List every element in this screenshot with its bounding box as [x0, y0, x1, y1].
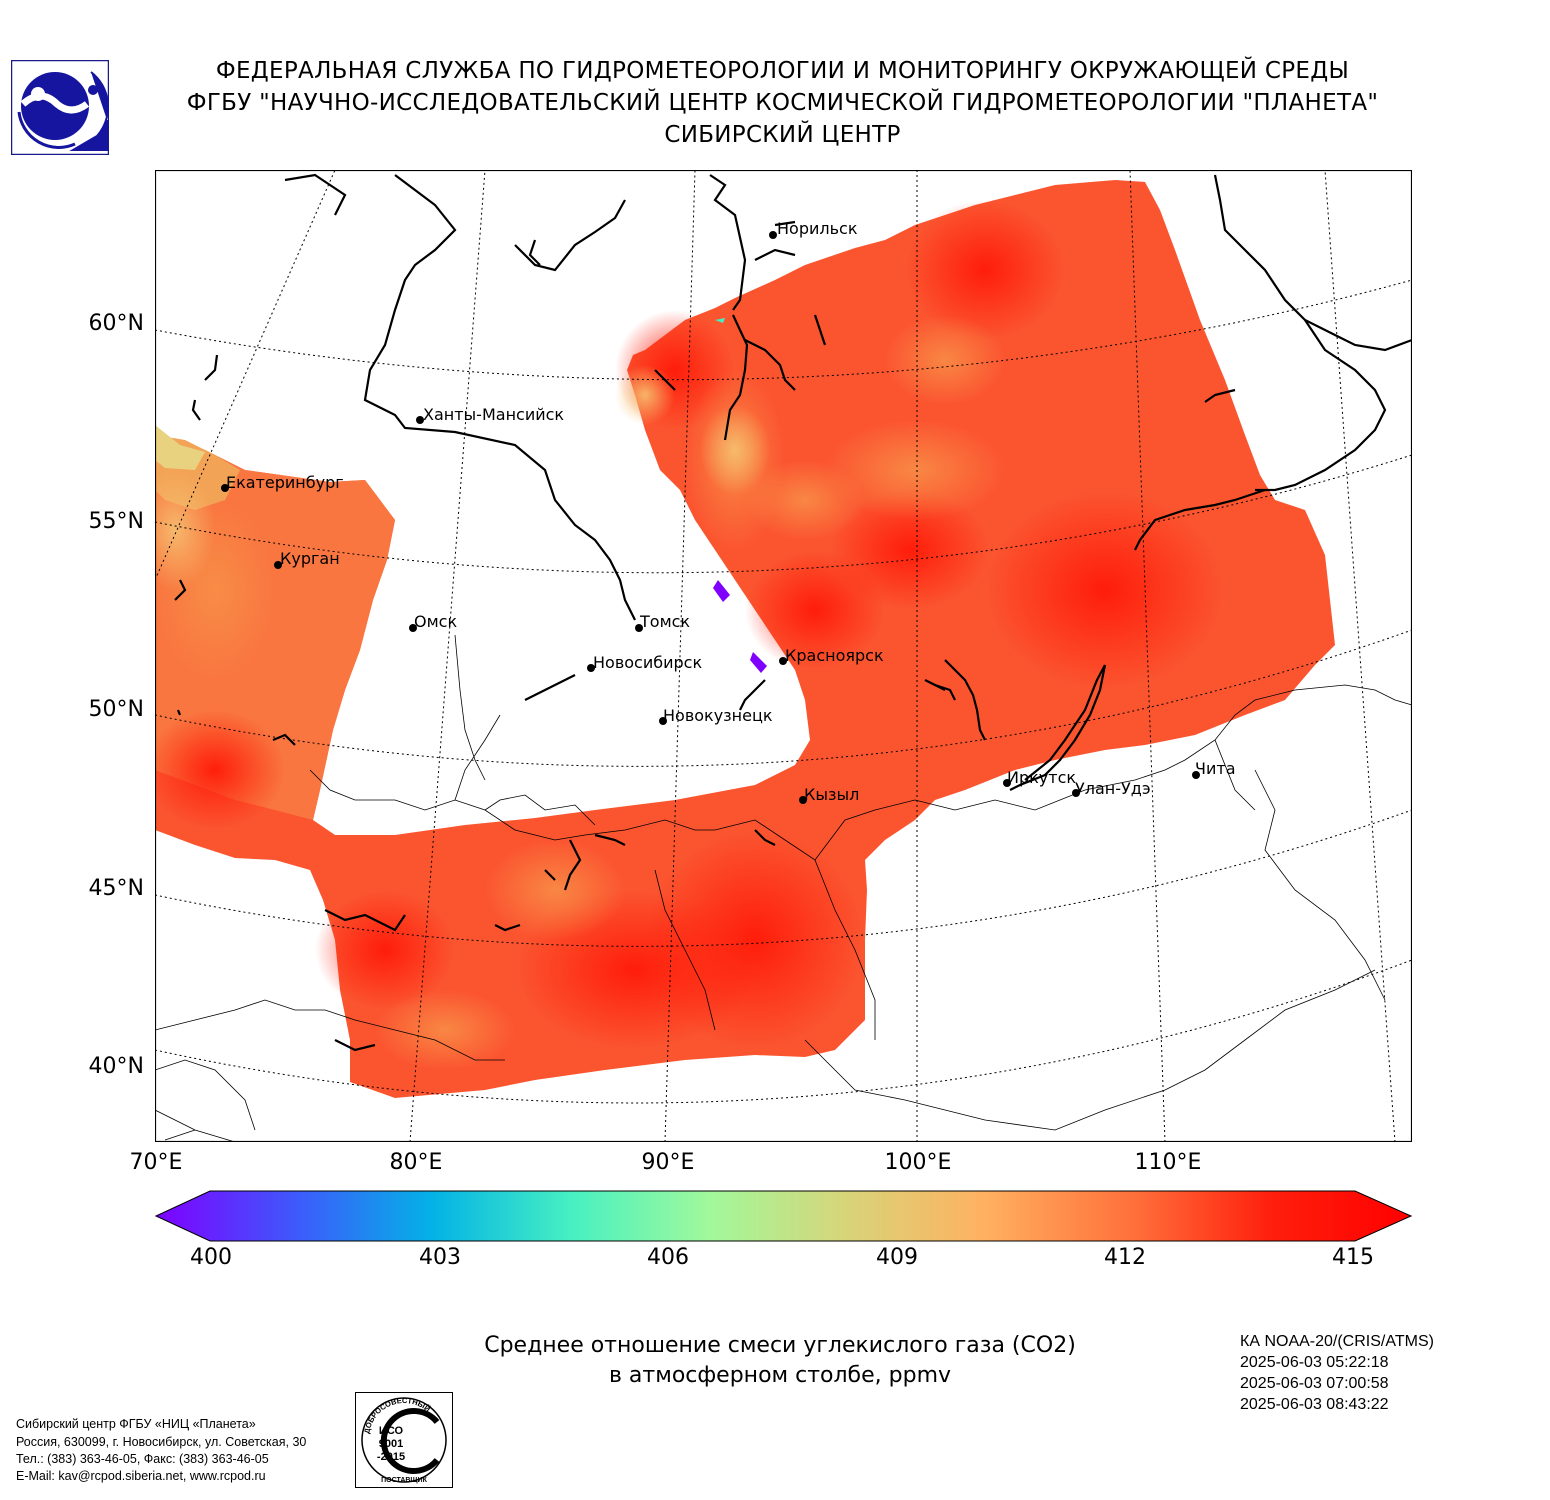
svg-text:Красноярск: Красноярск — [785, 646, 884, 665]
lat-label-40: 40°N — [88, 1054, 144, 1079]
rivers-and-coastlines — [174, 173, 1412, 1052]
footer-phone: Тел.: (383) 363-46-05, Факс: (383) 363-4… — [16, 1452, 269, 1466]
header-line-1: ФЕДЕРАЛЬНАЯ СЛУЖБА ПО ГИДРОМЕТЕОРОЛОГИИ … — [215, 58, 1350, 84]
svg-text:Улан-Удэ: Улан-Удэ — [1075, 779, 1151, 798]
svg-text:Новосибирск: Новосибирск — [593, 653, 702, 672]
lat-label-50: 50°N — [88, 697, 144, 722]
svg-text:Ханты-Мансийск: Ханты-Мансийск — [423, 405, 564, 424]
planeta-logo — [10, 59, 110, 156]
cities: Норильск Ханты-Мансийск Екатеринбург Кур… — [221, 219, 1236, 804]
colorbar-tick-412: 412 — [1104, 1245, 1146, 1270]
lon-label-110: 110°E — [1134, 1150, 1202, 1175]
city-omsk: Омск — [409, 612, 457, 632]
city-irkutsk: Иркутск — [1003, 768, 1076, 787]
colorbar-tick-403: 403 — [419, 1245, 461, 1270]
svg-text:ПОСТАВЩИК: ПОСТАВЩИК — [381, 1477, 427, 1484]
country-borders — [155, 634, 1412, 1142]
header-line-2: ФГБУ "НАУЧНО-ИССЛЕДОВАТЕЛЬСКИЙ ЦЕНТР КОС… — [186, 90, 1379, 116]
city-chita: Чита — [1192, 759, 1236, 779]
svg-text:Томск: Томск — [639, 612, 690, 631]
satellite-name: КА NOAA-20/(CRIS/ATMS) — [1240, 1333, 1434, 1350]
city-norilsk: Норильск — [769, 219, 858, 239]
lon-label-100: 100°E — [884, 1150, 952, 1175]
city-kyzyl: Кызыл — [799, 785, 859, 804]
city-khanty-mansiysk: Ханты-Мансийск — [416, 405, 564, 424]
pass-time-2: 2025-06-03 07:00:58 — [1240, 1375, 1389, 1392]
city-tomsk: Томск — [635, 612, 690, 632]
svg-text:Омск: Омск — [414, 612, 457, 631]
city-krasnoyarsk: Красноярск — [779, 646, 884, 665]
footer-email: E-Mail: kav@rcpod.siberia.net, www.rcpod… — [16, 1469, 266, 1483]
lat-label-60: 60°N — [88, 311, 144, 336]
header-line-3: СИБИРСКИЙ ЦЕНТР — [664, 122, 901, 148]
svg-text:Курган: Курган — [280, 549, 340, 568]
svg-text:ИСО: ИСО — [379, 1425, 404, 1437]
colorbar-tick-406: 406 — [647, 1245, 689, 1270]
colorbar-tick-409: 409 — [876, 1245, 918, 1270]
iso-9001-badge: ДОБРОСОВЕСТНЫЙ ИСО 9001 -2015 ПОСТАВЩИК — [355, 1392, 453, 1488]
svg-text:-2015: -2015 — [377, 1451, 405, 1463]
colorbar — [154, 1190, 1413, 1242]
footer-org: Сибирский центр ФГБУ «НИЦ «Планета» — [16, 1417, 256, 1431]
city-ulan-ude: Улан-Удэ — [1072, 779, 1151, 798]
lon-label-80: 80°E — [389, 1150, 443, 1175]
svg-text:Кызыл: Кызыл — [804, 785, 859, 804]
lat-label-45: 45°N — [88, 876, 144, 901]
map-panel: Норильск Ханты-Мансийск Екатеринбург Кур… — [154, 169, 1413, 1143]
lon-label-70: 70°E — [129, 1150, 183, 1175]
colorbar-tick-415: 415 — [1332, 1245, 1374, 1270]
city-kurgan: Курган — [274, 549, 340, 569]
svg-text:Новокузнецк: Новокузнецк — [663, 706, 773, 725]
svg-text:Чита: Чита — [1195, 759, 1236, 778]
graticule — [155, 170, 1412, 1142]
map-frame — [154, 169, 1413, 1143]
svg-text:9001: 9001 — [379, 1438, 403, 1450]
svg-text:Екатеринбург: Екатеринбург — [226, 473, 344, 492]
colorbar-tick-400: 400 — [190, 1245, 232, 1270]
co2-map: Норильск Ханты-Мансийск Екатеринбург Кур… — [154, 169, 1413, 1143]
pass-time-3: 2025-06-03 08:43:22 — [1240, 1396, 1389, 1413]
svg-text:Норильск: Норильск — [777, 219, 858, 238]
caption-line-2: в атмосферном столбе, ppmv — [608, 1363, 952, 1388]
lon-label-90: 90°E — [641, 1150, 695, 1175]
pass-time-1: 2025-06-03 05:22:18 — [1240, 1354, 1389, 1371]
concentration-patches — [155, 200, 1225, 1070]
lat-label-55: 55°N — [88, 509, 144, 534]
footer-address: Россия, 630099, г. Новосибирск, ул. Сове… — [16, 1435, 307, 1449]
city-yekaterinburg: Екатеринбург — [221, 473, 344, 492]
city-novokuznetsk: Новокузнецк — [659, 706, 773, 725]
caption-line-1: Среднее отношение смеси углекислого газа… — [484, 1333, 1076, 1358]
city-novosibirsk: Новосибирск — [587, 653, 702, 672]
anomaly-streaks — [713, 318, 767, 673]
svg-text:Иркутск: Иркутск — [1007, 768, 1076, 787]
